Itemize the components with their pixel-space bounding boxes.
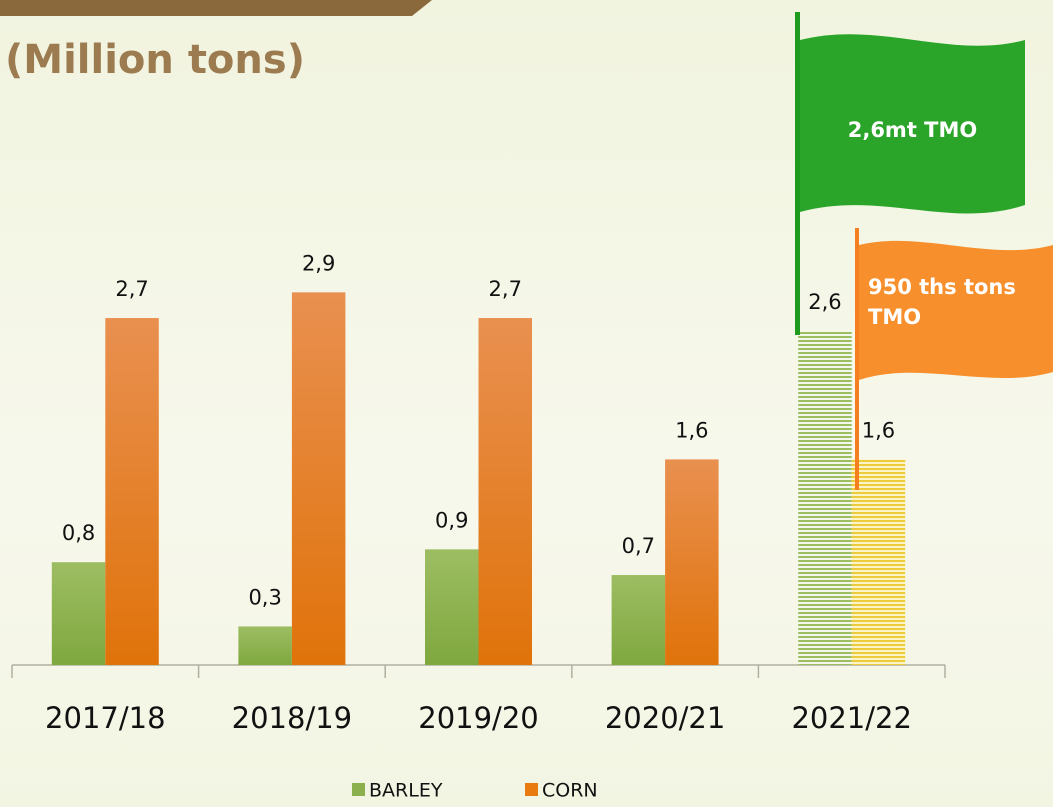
flag <box>800 34 1025 214</box>
annotation: 950 ths tons TMO <box>868 275 1016 329</box>
x-tick-label: 2017/18 <box>45 701 165 735</box>
bar <box>851 459 906 665</box>
value-label: 1,6 <box>862 418 895 442</box>
legend-label: BARLEY <box>369 780 443 802</box>
chart-title: (Million tons) <box>5 37 305 83</box>
bar <box>478 318 532 665</box>
bar <box>51 562 106 665</box>
bar <box>665 459 719 665</box>
bar <box>611 575 666 665</box>
value-label: 0,8 <box>62 521 95 545</box>
flag-pole <box>795 12 800 335</box>
x-tick-label: 2019/20 <box>418 701 538 735</box>
flag <box>859 240 1053 380</box>
annotation: 2,6mt TMO <box>847 118 978 142</box>
bar <box>291 292 346 665</box>
flag-pole <box>855 228 859 490</box>
bar <box>238 626 292 665</box>
value-label: 2,6 <box>808 290 841 314</box>
value-label: 0,7 <box>622 534 655 558</box>
bar <box>798 330 852 665</box>
value-label: 2,7 <box>115 277 148 301</box>
value-label: 2,9 <box>302 251 335 275</box>
bar <box>105 318 159 665</box>
bar <box>425 549 479 665</box>
value-label: 1,6 <box>675 418 708 442</box>
legend-label: CORN <box>542 780 598 802</box>
value-label: 0,9 <box>435 508 468 532</box>
legend-swatch <box>352 783 365 796</box>
value-label: 0,3 <box>248 585 281 609</box>
x-tick-label: 2021/22 <box>791 701 911 735</box>
value-label: 2,7 <box>489 277 522 301</box>
x-tick-label: 2020/21 <box>605 701 725 735</box>
legend-swatch <box>525 783 538 796</box>
header-tab <box>0 0 432 16</box>
x-tick-label: 2018/19 <box>232 701 352 735</box>
